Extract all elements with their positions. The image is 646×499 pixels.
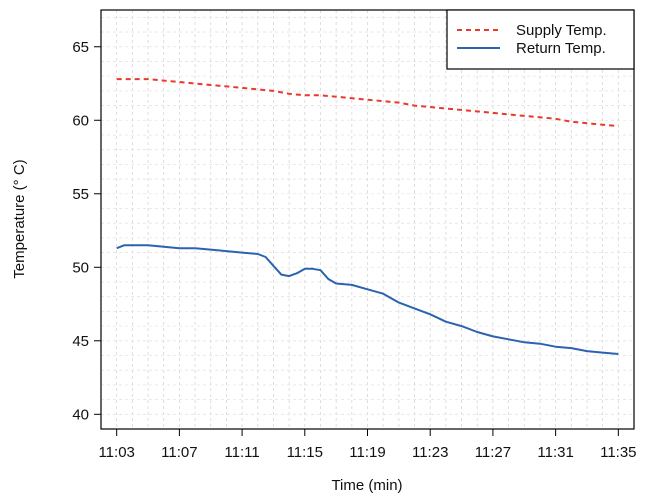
y-tick-label: 40 [72,406,89,423]
x-tick-label: 11:03 [98,444,134,461]
x-axis: 11:03 11:07 11:11 11:15 11:19 11:23 11:27 11:31… [98,429,637,461]
x-tick-label: 11:07 [161,444,197,461]
x-axis-title: Time (min) [331,477,402,494]
x-tick-label: 11:27 [475,444,511,461]
legend-label-return: Return Temp. [516,40,606,57]
legend-label-supply: Supply Temp. [516,22,607,39]
x-tick-label: 11:19 [349,444,385,461]
x-tick-label: 11:15 [287,444,323,461]
y-tick-label: 65 [72,39,89,56]
legend-box [446,9,635,70]
x-tick-label: 11:11 [224,444,259,461]
x-tick-label: 11:35 [600,444,636,461]
series-line-return-temp [116,244,619,355]
y-tick-label: 60 [72,112,89,129]
y-tick-label: 45 [72,333,89,350]
y-tick-label: 55 [72,186,89,203]
legend: Supply Temp. Return Temp. [446,9,635,70]
series-line-supply-temp [116,78,619,128]
y-tick-label: 50 [72,259,89,276]
y-axis: 40 45 50 55 60 65 [72,39,101,423]
x-tick-label: 11:23 [412,444,448,461]
x-tick-label: 11:31 [537,444,573,461]
y-axis-title: Temperature (° C) [11,159,28,278]
series-layer [116,78,619,355]
grid [100,10,635,430]
